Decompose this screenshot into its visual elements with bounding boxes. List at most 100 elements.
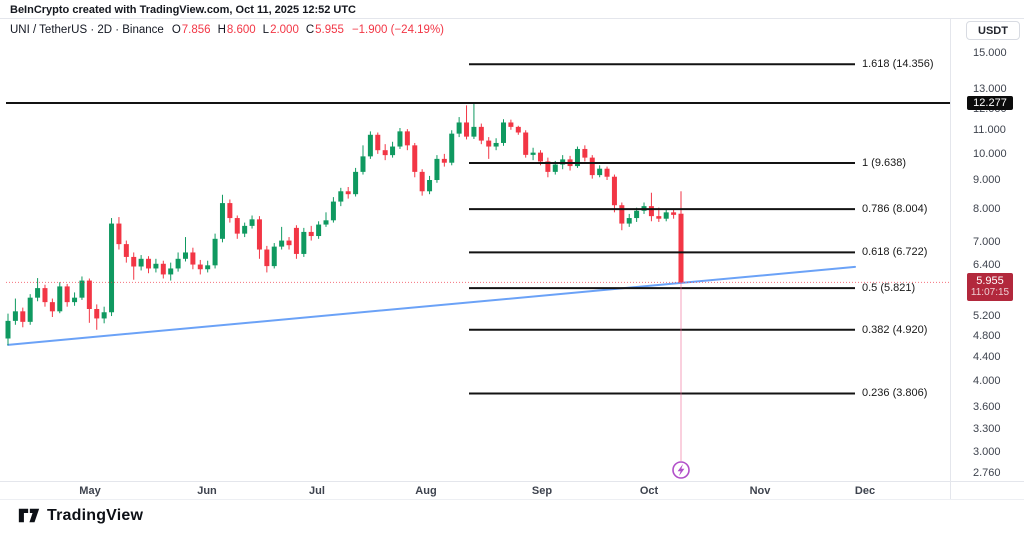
- candle-body: [323, 220, 329, 225]
- ohlc-value-h: 8.600: [226, 24, 256, 36]
- candle-body: [464, 122, 470, 137]
- candle-body: [604, 168, 610, 177]
- ohlc-value-o: 7.856: [181, 24, 211, 36]
- candle-body: [109, 223, 115, 313]
- ohlc-pair: L2.000: [263, 24, 299, 36]
- candle-body: [530, 152, 536, 155]
- candle-body: [523, 132, 529, 155]
- candle-body: [434, 158, 440, 181]
- tradingview-logo-icon: [18, 508, 40, 523]
- ohlc-value-c: 5.955: [315, 24, 344, 36]
- candle-body: [242, 225, 248, 234]
- candle-body: [449, 133, 455, 163]
- candle-body: [501, 122, 507, 143]
- candle-body: [456, 122, 462, 134]
- candle-body: [153, 263, 159, 269]
- candle-body: [345, 191, 351, 195]
- candle-body: [427, 180, 433, 192]
- candle-body: [86, 280, 92, 309]
- candle-body: [101, 312, 107, 319]
- candle-body: [330, 201, 336, 221]
- candle-body: [582, 148, 588, 158]
- candle-body: [279, 240, 285, 247]
- candle-body: [589, 157, 595, 176]
- symbol-title[interactable]: UNI / TetherUS · 2D · Binance: [10, 24, 164, 36]
- candle-body: [419, 171, 425, 192]
- candle-body: [619, 205, 625, 224]
- candle-body: [648, 206, 654, 217]
- candle-body: [116, 223, 122, 245]
- symbol-header[interactable]: UNI / TetherUS · 2D · Binance O7.856 H8.6…: [10, 24, 444, 36]
- candle-body: [338, 191, 344, 202]
- ohlc-pair: H8.600: [218, 24, 256, 36]
- candle-body: [367, 134, 373, 157]
- candle-body: [64, 286, 70, 303]
- candle-body: [234, 218, 240, 234]
- candle-body: [390, 146, 396, 156]
- candle-body: [397, 131, 403, 147]
- candle-body: [79, 280, 85, 298]
- bottom-separator: [0, 499, 1024, 500]
- candle-body: [611, 176, 617, 206]
- attribution-bar: BeInCrypto created with TradingView.com,…: [0, 0, 1024, 19]
- candle-body: [471, 126, 477, 137]
- candle-body: [131, 256, 137, 267]
- candle-body: [227, 203, 233, 219]
- candle-body: [537, 152, 543, 162]
- candle-body: [412, 145, 418, 172]
- candle-body: [205, 265, 211, 270]
- candle-body: [42, 288, 48, 303]
- candle-body: [175, 258, 181, 269]
- price-axis-separator: [950, 19, 951, 500]
- candle-body: [574, 148, 580, 167]
- candle-body: [160, 263, 166, 275]
- candle-body: [508, 122, 514, 127]
- candle-body: [663, 212, 669, 219]
- candle-body: [20, 311, 26, 322]
- candle-body: [35, 288, 41, 298]
- candle-body: [138, 258, 144, 267]
- candle-body: [168, 268, 174, 275]
- candle-body: [57, 286, 63, 312]
- candle-body: [597, 168, 603, 176]
- candle-body: [375, 134, 381, 151]
- candle-body: [146, 258, 152, 269]
- candle-body: [515, 126, 521, 133]
- candle-body: [49, 302, 55, 312]
- ohlc-label-o: O: [171, 24, 181, 36]
- candle-body: [256, 219, 262, 250]
- candle-body: [271, 246, 277, 267]
- candle-body: [286, 240, 292, 246]
- candle-body: [560, 159, 566, 165]
- candle-body: [197, 264, 203, 270]
- candle-body: [626, 218, 632, 224]
- candle-body: [190, 252, 196, 265]
- candle-body: [219, 203, 225, 239]
- candle-body: [671, 212, 677, 215]
- candle-body: [478, 126, 484, 141]
- candle-body: [72, 297, 78, 303]
- candle-body: [301, 231, 307, 254]
- candle-body: [293, 227, 299, 254]
- candle-body: [441, 158, 447, 163]
- lightning-icon: [677, 464, 685, 476]
- ohlc-label-h: H: [217, 24, 226, 36]
- candle-body: [182, 252, 188, 259]
- candle-body: [493, 142, 499, 147]
- candle-body: [545, 161, 551, 172]
- ohlc-pair: C5.955: [306, 24, 344, 36]
- candle-body: [12, 311, 18, 321]
- time-axis-separator: [0, 481, 1024, 482]
- trendline[interactable]: [7, 265, 856, 346]
- candle-body: [382, 150, 388, 156]
- candle-body: [353, 171, 359, 195]
- ohlc-label-c: C: [305, 24, 315, 36]
- tradingview-logo-text: TradingView: [47, 506, 144, 524]
- candle-body: [486, 140, 492, 147]
- candle-body: [552, 164, 558, 172]
- change-value: −1.900 (−24.19%): [351, 24, 445, 36]
- tradingview-logo[interactable]: TradingView: [18, 506, 143, 525]
- candle-body: [656, 216, 662, 219]
